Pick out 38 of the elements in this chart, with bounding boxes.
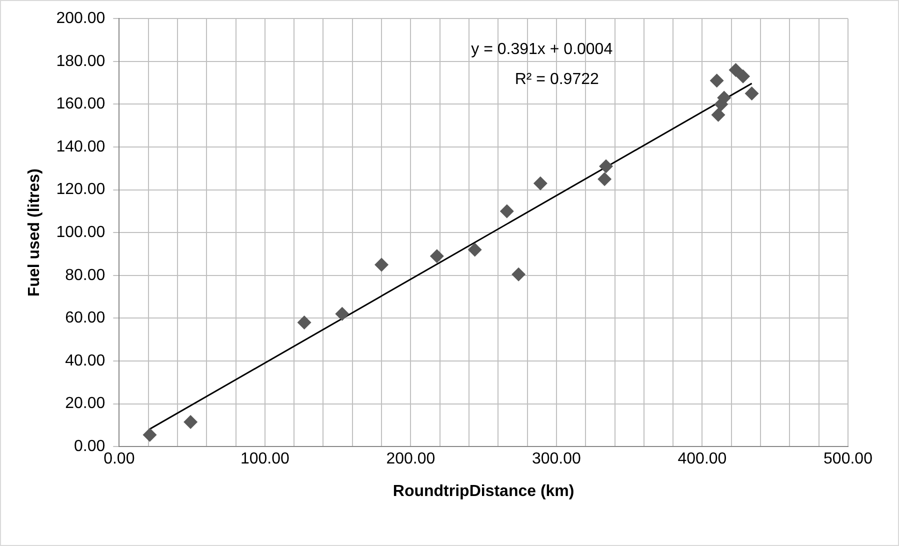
point <box>430 249 444 264</box>
point <box>710 74 724 88</box>
annotation: R² = 0.9722 <box>514 71 600 88</box>
point <box>184 414 198 429</box>
point <box>736 69 750 84</box>
point <box>599 159 614 174</box>
x-axis-title: RoundtripDistance (km) <box>392 482 574 500</box>
point <box>468 242 482 257</box>
y-tick-label: 200.00 <box>56 10 106 28</box>
y-axis-title: Fuel used (litres) <box>26 168 44 297</box>
point <box>297 315 312 330</box>
y-tick-label: 20.00 <box>65 395 106 412</box>
x-tick-label: 500.00 <box>824 450 873 468</box>
annotation: y = 0.391x + 0.0004 <box>471 41 613 58</box>
point <box>711 108 726 122</box>
y-tick-label: 40.00 <box>65 352 106 370</box>
point <box>374 258 389 272</box>
x-tick-label: 300.00 <box>532 450 582 468</box>
point <box>512 267 526 282</box>
point <box>744 86 759 100</box>
y-tick-label: 160.00 <box>56 96 106 113</box>
point <box>533 176 548 190</box>
x-tick-label: 400.00 <box>678 450 727 468</box>
y-tick-label: 140.00 <box>56 138 106 156</box>
x-tick-label: 100.00 <box>240 450 290 468</box>
point <box>598 172 612 186</box>
y-tick-label: 100.00 <box>56 224 106 242</box>
point <box>728 62 743 77</box>
point <box>335 306 350 321</box>
x-tick-label: 0.00 <box>104 450 135 468</box>
point <box>500 204 514 218</box>
x-tick-label: 200.00 <box>386 450 436 468</box>
y-tick-label: 60.00 <box>65 310 106 327</box>
y-tick-label: 0.00 <box>74 438 106 456</box>
y-tick-label: 180.00 <box>56 52 106 70</box>
y-tick-label: 80.00 <box>65 266 106 284</box>
y-tick-label: 120.00 <box>56 181 106 198</box>
point <box>142 428 157 442</box>
